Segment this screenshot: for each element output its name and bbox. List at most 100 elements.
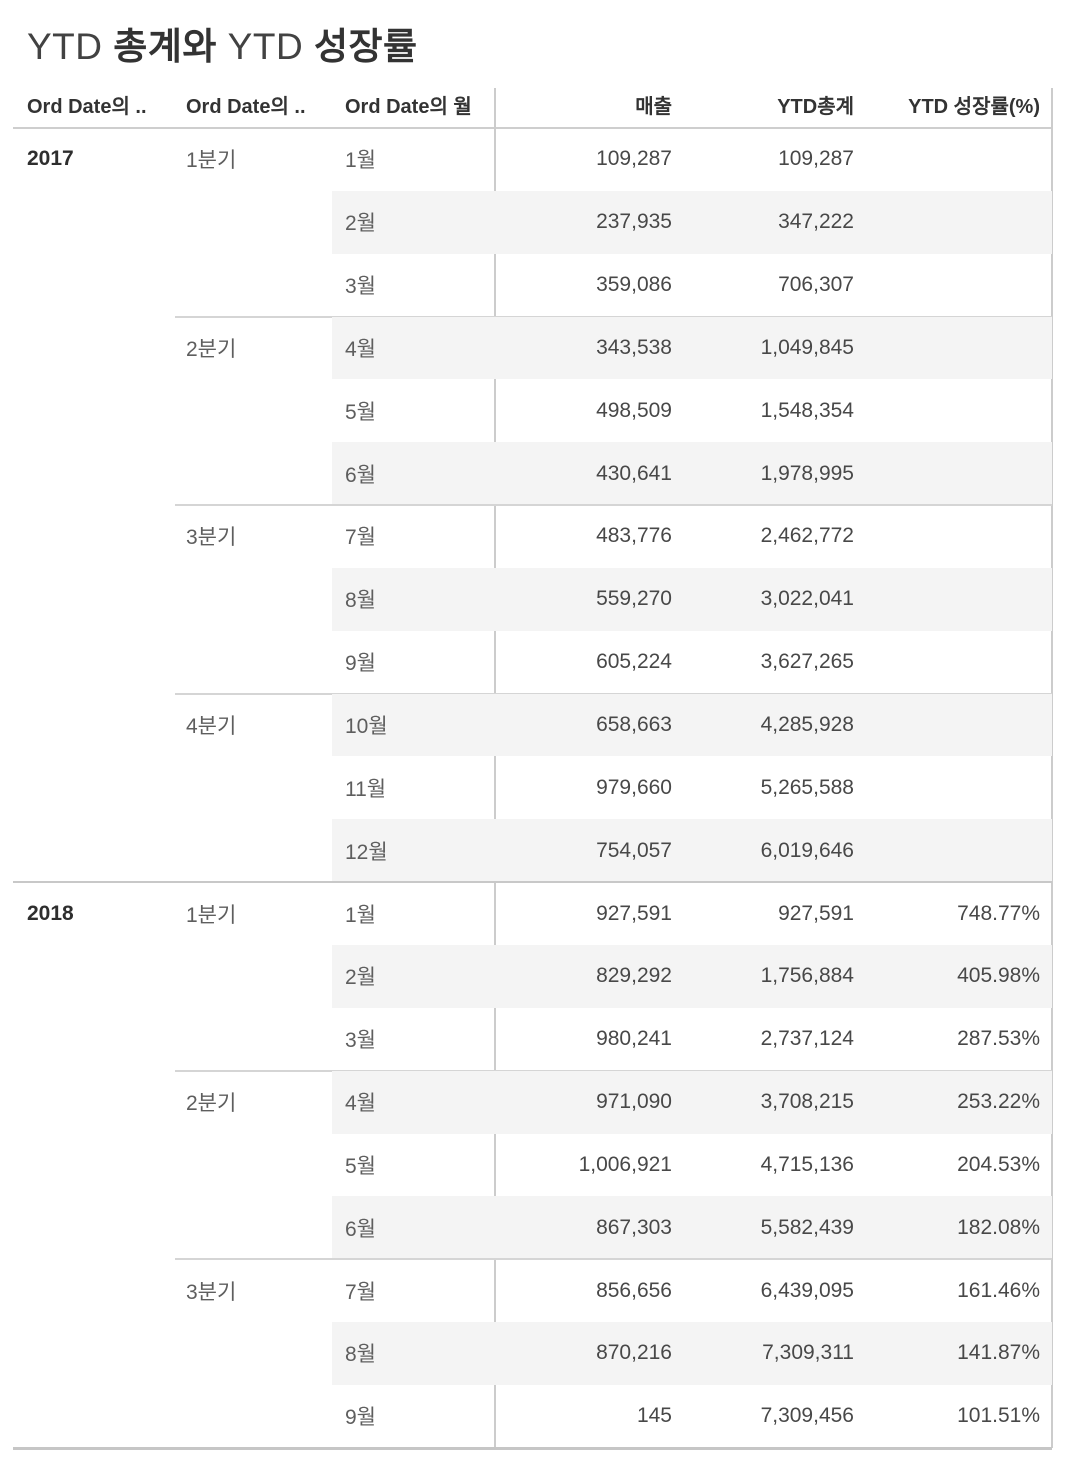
month-cell[interactable]: 2월 bbox=[345, 212, 376, 236]
ytd-cell[interactable]: 1,548,354 bbox=[760, 398, 854, 422]
growth-cell[interactable]: 161.46% bbox=[957, 1278, 1040, 1302]
month-cell[interactable]: 5월 bbox=[345, 400, 376, 424]
ytd-cell[interactable]: 2,737,124 bbox=[760, 1027, 854, 1051]
ytd-cell[interactable]: 3,708,215 bbox=[760, 1090, 854, 1114]
growth-cell[interactable]: 748.77% bbox=[957, 901, 1040, 925]
month-cell[interactable]: 1월 bbox=[345, 903, 376, 927]
year-cell[interactable] bbox=[27, 756, 172, 819]
column-header-sales[interactable]: 매출 bbox=[635, 96, 672, 118]
month-cell[interactable]: 1월 bbox=[345, 149, 376, 173]
quarter-cell[interactable] bbox=[186, 1385, 316, 1448]
sales-cell[interactable]: 870,216 bbox=[596, 1341, 672, 1365]
quarter-cell[interactable]: 1분기 bbox=[186, 903, 237, 927]
month-cell[interactable]: 8월 bbox=[345, 589, 376, 613]
growth-cell[interactable]: 204.53% bbox=[957, 1152, 1040, 1176]
ytd-cell[interactable]: 1,756,884 bbox=[760, 964, 854, 988]
month-cell[interactable]: 5월 bbox=[345, 1154, 376, 1178]
ytd-cell[interactable]: 3,022,041 bbox=[760, 587, 854, 611]
ytd-cell[interactable]: 706,307 bbox=[778, 273, 854, 297]
column-header-ytd[interactable]: YTD총계 bbox=[777, 96, 854, 118]
quarter-cell[interactable] bbox=[186, 379, 316, 442]
year-cell[interactable] bbox=[27, 1134, 172, 1197]
month-cell[interactable]: 6월 bbox=[345, 463, 376, 487]
growth-cell[interactable] bbox=[870, 191, 1040, 254]
quarter-cell[interactable]: 3분기 bbox=[186, 526, 237, 550]
sales-cell[interactable]: 867,303 bbox=[596, 1215, 672, 1239]
growth-cell[interactable]: 141.87% bbox=[957, 1341, 1040, 1365]
month-cell[interactable]: 12월 bbox=[345, 840, 388, 864]
growth-cell[interactable] bbox=[870, 568, 1040, 631]
sales-cell[interactable]: 109,287 bbox=[596, 147, 672, 171]
growth-cell[interactable] bbox=[870, 442, 1040, 505]
column-header-quarter[interactable]: Ord Date의 .. bbox=[186, 96, 306, 118]
year-cell[interactable] bbox=[27, 442, 172, 505]
ytd-cell[interactable]: 3,627,265 bbox=[760, 650, 854, 674]
column-header-month[interactable]: Ord Date의 월 bbox=[345, 96, 472, 118]
ytd-cell[interactable]: 6,439,095 bbox=[760, 1278, 854, 1302]
year-cell[interactable] bbox=[27, 1259, 172, 1322]
column-header-year[interactable]: Ord Date의 .. bbox=[27, 96, 147, 118]
growth-cell[interactable] bbox=[870, 254, 1040, 317]
month-cell[interactable]: 2월 bbox=[345, 966, 376, 990]
ytd-cell[interactable]: 2,462,772 bbox=[760, 524, 854, 548]
year-cell[interactable] bbox=[27, 819, 172, 882]
year-cell[interactable] bbox=[27, 1008, 172, 1071]
quarter-cell[interactable] bbox=[186, 819, 316, 882]
sales-cell[interactable]: 343,538 bbox=[596, 335, 672, 359]
year-cell[interactable] bbox=[27, 1322, 172, 1385]
sales-cell[interactable]: 856,656 bbox=[596, 1278, 672, 1302]
year-cell[interactable] bbox=[27, 694, 172, 757]
quarter-cell[interactable] bbox=[186, 254, 316, 317]
sales-cell[interactable]: 927,591 bbox=[596, 901, 672, 925]
growth-cell[interactable] bbox=[870, 379, 1040, 442]
year-cell[interactable] bbox=[27, 631, 172, 694]
ytd-cell[interactable]: 5,582,439 bbox=[760, 1215, 854, 1239]
growth-cell[interactable] bbox=[870, 128, 1040, 191]
ytd-cell[interactable]: 4,715,136 bbox=[760, 1152, 854, 1176]
month-cell[interactable]: 9월 bbox=[345, 652, 376, 676]
sales-cell[interactable]: 145 bbox=[636, 1404, 672, 1428]
growth-cell[interactable]: 287.53% bbox=[957, 1027, 1040, 1051]
quarter-cell[interactable]: 2분기 bbox=[186, 1092, 237, 1116]
sales-cell[interactable]: 980,241 bbox=[596, 1027, 672, 1051]
ytd-cell[interactable]: 1,049,845 bbox=[760, 335, 854, 359]
sales-cell[interactable]: 237,935 bbox=[596, 210, 672, 234]
ytd-cell[interactable]: 1,978,995 bbox=[760, 461, 854, 485]
year-cell[interactable] bbox=[27, 317, 172, 380]
month-cell[interactable]: 4월 bbox=[345, 337, 376, 361]
month-cell[interactable]: 4월 bbox=[345, 1092, 376, 1116]
quarter-cell[interactable] bbox=[186, 191, 316, 254]
year-cell[interactable]: 2018 bbox=[27, 901, 74, 925]
month-cell[interactable]: 3월 bbox=[345, 1029, 376, 1053]
ytd-cell[interactable]: 4,285,928 bbox=[760, 713, 854, 737]
growth-cell[interactable]: 253.22% bbox=[957, 1090, 1040, 1114]
quarter-cell[interactable] bbox=[186, 568, 316, 631]
growth-cell[interactable]: 405.98% bbox=[957, 964, 1040, 988]
quarter-cell[interactable] bbox=[186, 442, 316, 505]
sales-cell[interactable]: 971,090 bbox=[596, 1090, 672, 1114]
growth-cell[interactable]: 182.08% bbox=[957, 1215, 1040, 1239]
year-cell[interactable] bbox=[27, 1385, 172, 1448]
ytd-cell[interactable]: 347,222 bbox=[778, 210, 854, 234]
sales-cell[interactable]: 1,006,921 bbox=[578, 1152, 672, 1176]
sales-cell[interactable]: 658,663 bbox=[596, 713, 672, 737]
year-cell[interactable]: 2017 bbox=[27, 147, 74, 171]
quarter-cell[interactable] bbox=[186, 1196, 316, 1259]
growth-cell[interactable] bbox=[870, 694, 1040, 757]
year-cell[interactable] bbox=[27, 945, 172, 1008]
sales-cell[interactable]: 430,641 bbox=[596, 461, 672, 485]
year-cell[interactable] bbox=[27, 379, 172, 442]
growth-cell[interactable] bbox=[870, 631, 1040, 694]
year-cell[interactable] bbox=[27, 191, 172, 254]
sales-cell[interactable]: 559,270 bbox=[596, 587, 672, 611]
month-cell[interactable]: 7월 bbox=[345, 1280, 376, 1304]
sales-cell[interactable]: 359,086 bbox=[596, 273, 672, 297]
year-cell[interactable] bbox=[27, 1071, 172, 1134]
sales-cell[interactable]: 829,292 bbox=[596, 964, 672, 988]
month-cell[interactable]: 9월 bbox=[345, 1406, 376, 1430]
ytd-cell[interactable]: 7,309,456 bbox=[760, 1404, 854, 1428]
quarter-cell[interactable] bbox=[186, 631, 316, 694]
growth-cell[interactable] bbox=[870, 819, 1040, 882]
quarter-cell[interactable] bbox=[186, 1134, 316, 1197]
sales-cell[interactable]: 979,660 bbox=[596, 775, 672, 799]
